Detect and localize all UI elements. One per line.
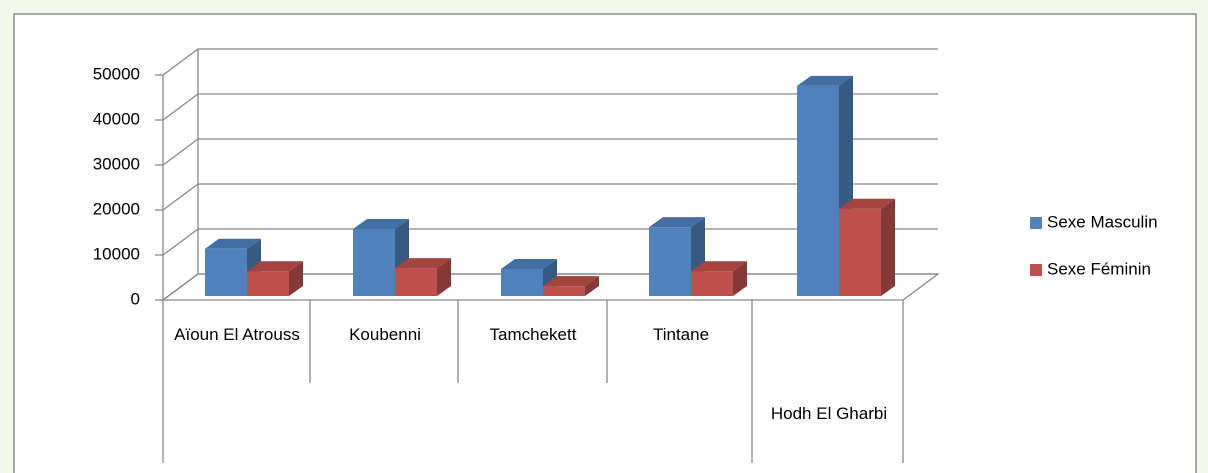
bar <box>543 276 599 296</box>
x-tick-label: Hodh El Gharbi <box>770 404 888 423</box>
bar-top <box>691 261 747 272</box>
bar-front <box>247 271 289 296</box>
x-tick-label: Tintane <box>652 325 710 344</box>
legend-swatch <box>1030 264 1042 276</box>
bar-front <box>839 208 881 296</box>
bar-front <box>649 227 691 296</box>
bar-top <box>353 218 409 229</box>
grid-line <box>162 138 938 166</box>
grid-line <box>162 48 938 76</box>
bar-top <box>839 198 895 209</box>
bar <box>501 259 557 296</box>
category-dividers <box>162 300 904 463</box>
bar <box>247 261 303 296</box>
legend-label: Sexe Masculin <box>1047 212 1158 231</box>
grid-line <box>162 183 938 211</box>
y-tick-label: 30000 <box>93 154 140 173</box>
grid-line <box>162 93 938 121</box>
bar-side <box>733 261 747 296</box>
x-tick-label: Aïoun El Atrouss <box>174 325 300 344</box>
bar-top <box>797 75 853 86</box>
y-tick-label: 20000 <box>93 199 140 218</box>
bar-front <box>205 248 247 296</box>
bar-top <box>247 261 303 272</box>
y-tick-label: 40000 <box>93 109 140 128</box>
bar-front <box>691 271 733 296</box>
bar <box>395 258 451 296</box>
x-tick-label: Tamchekett <box>489 325 577 344</box>
bar-top <box>649 217 705 228</box>
bar-top <box>205 238 261 249</box>
bar-side <box>585 276 599 296</box>
bar-top <box>543 276 599 287</box>
bar-side <box>437 258 451 296</box>
bar <box>205 238 261 296</box>
bar <box>691 261 747 296</box>
bar-front <box>395 268 437 296</box>
bar-front <box>501 269 543 296</box>
chart-area <box>13 13 1197 473</box>
bar-front <box>353 228 395 296</box>
legend-swatch <box>1030 217 1042 229</box>
y-tick-label: 50000 <box>93 64 140 83</box>
y-tick-label: 0 <box>131 289 140 308</box>
y-tick-label: 10000 <box>93 244 140 263</box>
bar-top <box>501 259 557 269</box>
x-tick-label: Koubenni <box>349 325 421 344</box>
bar-top <box>395 258 451 269</box>
bar-side <box>289 261 303 296</box>
bar-side <box>881 198 895 296</box>
bar <box>839 198 895 296</box>
legend-label: Sexe Féminin <box>1047 259 1151 278</box>
bar-front <box>797 85 839 296</box>
bar-front <box>543 286 585 296</box>
